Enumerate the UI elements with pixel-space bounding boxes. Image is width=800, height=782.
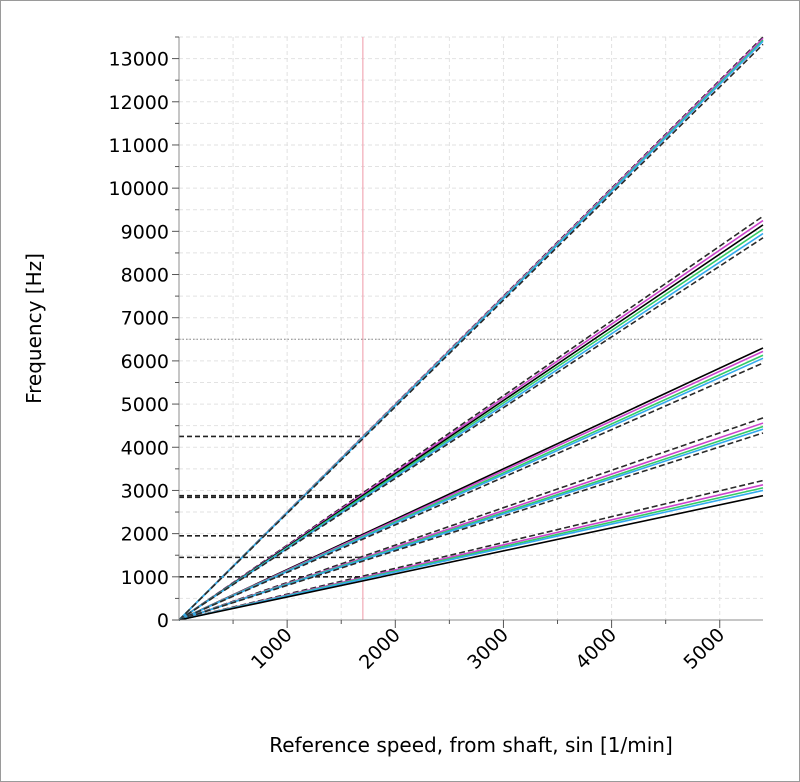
x-tick-label: 4000	[571, 624, 621, 674]
y-tick-label: 10000	[109, 178, 169, 200]
y-tick-label: 4000	[121, 437, 169, 459]
y-tick-label: 7000	[121, 308, 169, 330]
y-tick-label: 8000	[121, 265, 169, 287]
x-tick-label: 3000	[463, 624, 513, 674]
y-tick-label: 6000	[121, 351, 169, 373]
y-tick-label: 1000	[121, 567, 169, 589]
y-tick-label: 0	[157, 610, 169, 632]
series-layer	[178, 36, 764, 621]
x-tick-label: 1000	[247, 624, 297, 674]
y-axis-title: Frequency [Hz]	[22, 253, 46, 404]
y-tick-label: 9000	[121, 221, 169, 243]
series-line	[178, 362, 764, 621]
x-tick-label: 5000	[680, 624, 730, 674]
x-axis-title: Reference speed, from shaft, sin [1/min]	[269, 733, 673, 757]
series-line	[178, 494, 764, 621]
series-line	[178, 432, 764, 621]
y-tick-label: 11000	[109, 135, 169, 157]
y-tick-label: 13000	[109, 49, 169, 71]
series-line	[178, 237, 764, 621]
x-tick-label: 2000	[355, 624, 405, 674]
series-line	[178, 357, 764, 621]
series-line	[178, 40, 764, 621]
series-line	[178, 489, 764, 621]
y-tick-label: 2000	[121, 524, 169, 546]
series-line	[178, 43, 764, 621]
y-tick-label: 12000	[109, 92, 169, 114]
y-tick-label: 3000	[121, 480, 169, 502]
series-line	[178, 232, 764, 621]
axes	[172, 36, 763, 628]
reference-lines	[179, 37, 763, 620]
series-line	[178, 417, 764, 621]
y-tick-label: 5000	[121, 394, 169, 416]
